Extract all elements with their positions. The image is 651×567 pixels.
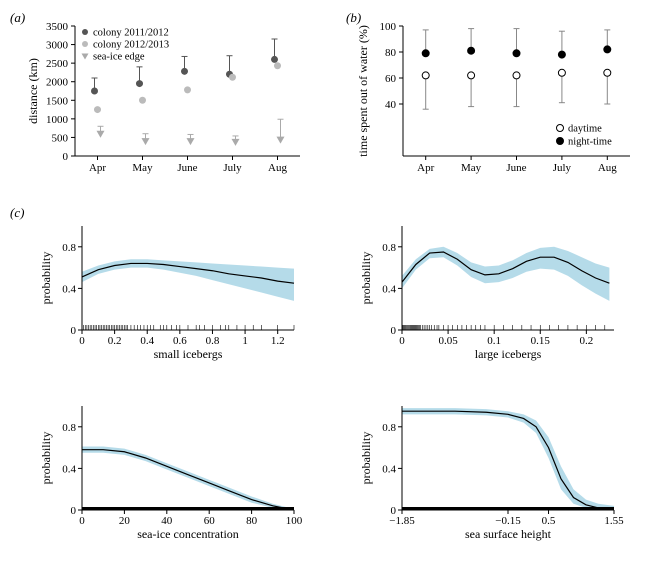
figure-container: (a) (b) (c) 0500100015002000250030003500… xyxy=(10,10,641,557)
svg-text:0.1: 0.1 xyxy=(487,335,501,347)
svg-text:20: 20 xyxy=(119,515,130,527)
svg-text:0.4: 0.4 xyxy=(140,335,154,347)
svg-text:probability: probability xyxy=(39,252,53,305)
svg-text:2000: 2000 xyxy=(46,77,69,89)
svg-text:0.2: 0.2 xyxy=(579,335,593,347)
svg-text:distance (km): distance (km) xyxy=(26,58,40,124)
svg-text:0.2: 0.2 xyxy=(108,335,122,347)
svg-text:80: 80 xyxy=(246,515,258,527)
svg-text:June: June xyxy=(177,162,197,174)
svg-text:Apr: Apr xyxy=(89,162,106,174)
svg-text:0: 0 xyxy=(399,335,405,347)
svg-text:daytime: daytime xyxy=(568,124,602,135)
svg-text:0: 0 xyxy=(79,515,85,527)
svg-text:probability: probability xyxy=(39,432,53,485)
svg-text:0.8: 0.8 xyxy=(62,242,76,254)
svg-text:3000: 3000 xyxy=(46,40,69,52)
svg-text:500: 500 xyxy=(52,132,69,144)
svg-text:0: 0 xyxy=(71,505,77,517)
svg-text:June: June xyxy=(506,162,526,174)
svg-text:small icebergs: small icebergs xyxy=(154,347,223,361)
svg-text:0.8: 0.8 xyxy=(62,422,76,434)
svg-text:Aug: Aug xyxy=(598,162,617,174)
svg-text:0: 0 xyxy=(79,335,85,347)
svg-text:July: July xyxy=(553,162,572,174)
svg-text:0: 0 xyxy=(71,325,77,337)
label-c: (c) xyxy=(10,205,24,221)
svg-text:0.8: 0.8 xyxy=(382,242,396,254)
svg-text:sea surface height: sea surface height xyxy=(465,527,552,541)
svg-text:100: 100 xyxy=(380,21,397,33)
svg-text:time spent out of water (%): time spent out of water (%) xyxy=(356,25,370,157)
svg-text:3500: 3500 xyxy=(46,21,69,33)
svg-text:1.55: 1.55 xyxy=(604,515,624,527)
svg-text:July: July xyxy=(223,162,242,174)
svg-text:May: May xyxy=(461,162,482,174)
svg-text:large icebergs: large icebergs xyxy=(475,347,542,361)
svg-text:40: 40 xyxy=(161,515,173,527)
svg-text:May: May xyxy=(132,162,153,174)
label-b: (b) xyxy=(346,10,361,26)
svg-text:100: 100 xyxy=(286,515,303,527)
svg-text:0.4: 0.4 xyxy=(382,283,396,295)
svg-text:sea-ice edge: sea-ice edge xyxy=(93,52,145,63)
svg-text:0.5: 0.5 xyxy=(542,515,556,527)
svg-text:80: 80 xyxy=(385,47,397,59)
chart-svg: 0500100015002000250030003500AprMayJuneJu… xyxy=(10,10,641,557)
svg-text:Apr: Apr xyxy=(417,162,434,174)
svg-text:0.15: 0.15 xyxy=(531,335,551,347)
svg-text:1000: 1000 xyxy=(46,114,69,126)
svg-text:0.6: 0.6 xyxy=(173,335,187,347)
svg-text:60: 60 xyxy=(385,73,397,85)
svg-text:0.4: 0.4 xyxy=(62,283,76,295)
svg-text:0.4: 0.4 xyxy=(382,463,396,475)
svg-text:probability: probability xyxy=(359,432,373,485)
svg-text:−0.15: −0.15 xyxy=(495,515,521,527)
svg-text:−1.85: −1.85 xyxy=(389,515,415,527)
svg-text:Aug: Aug xyxy=(268,162,287,174)
svg-text:probability: probability xyxy=(359,252,373,305)
svg-text:night-time: night-time xyxy=(568,137,612,148)
svg-text:1500: 1500 xyxy=(46,95,69,107)
svg-text:60: 60 xyxy=(204,515,216,527)
svg-text:colony 2012/2013: colony 2012/2013 xyxy=(93,40,169,51)
svg-text:2500: 2500 xyxy=(46,58,69,70)
svg-text:0.8: 0.8 xyxy=(382,422,396,434)
svg-text:colony 2011/2012: colony 2011/2012 xyxy=(93,28,169,39)
svg-text:0.8: 0.8 xyxy=(206,335,220,347)
svg-text:0.05: 0.05 xyxy=(438,335,458,347)
svg-text:0.4: 0.4 xyxy=(62,463,76,475)
svg-text:1.2: 1.2 xyxy=(271,335,285,347)
svg-text:1: 1 xyxy=(242,335,248,347)
label-a: (a) xyxy=(10,10,25,26)
svg-text:0: 0 xyxy=(391,325,397,337)
svg-text:0: 0 xyxy=(63,151,69,163)
svg-text:sea-ice concentration: sea-ice concentration xyxy=(137,527,239,541)
svg-text:40: 40 xyxy=(385,99,397,111)
